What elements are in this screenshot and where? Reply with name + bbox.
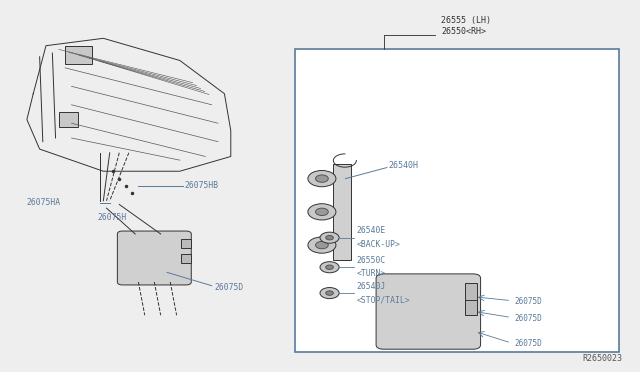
Text: 26540E: 26540E xyxy=(356,227,385,235)
Text: 26075H: 26075H xyxy=(97,213,126,222)
Text: 26075D: 26075D xyxy=(215,283,244,292)
Text: 26075D: 26075D xyxy=(515,297,542,306)
Text: 26550<RH>: 26550<RH> xyxy=(441,27,486,36)
FancyBboxPatch shape xyxy=(376,274,481,349)
Circle shape xyxy=(308,170,336,187)
Circle shape xyxy=(316,208,328,215)
FancyBboxPatch shape xyxy=(117,231,191,285)
Circle shape xyxy=(308,237,336,253)
Bar xyxy=(294,49,620,352)
Bar xyxy=(333,164,351,260)
Text: 26075HB: 26075HB xyxy=(184,182,218,190)
Bar xyxy=(465,283,477,302)
Text: <STOP/TAIL>: <STOP/TAIL> xyxy=(356,295,410,304)
Text: 26075HA: 26075HA xyxy=(27,198,61,207)
Bar xyxy=(65,46,92,64)
Circle shape xyxy=(320,262,339,273)
Circle shape xyxy=(326,265,333,269)
Bar xyxy=(465,300,477,315)
Circle shape xyxy=(308,204,336,220)
Text: 26540J: 26540J xyxy=(356,282,385,291)
Bar xyxy=(59,112,78,127)
Circle shape xyxy=(326,235,333,240)
Text: 26075D: 26075D xyxy=(515,339,542,348)
Bar xyxy=(181,239,191,248)
Circle shape xyxy=(320,232,339,243)
Circle shape xyxy=(320,288,339,299)
Text: 26555 (LH): 26555 (LH) xyxy=(441,16,491,25)
Text: 26550C: 26550C xyxy=(356,256,385,265)
Circle shape xyxy=(326,291,333,295)
Text: <BACK-UP>: <BACK-UP> xyxy=(356,240,400,249)
Text: R2650023: R2650023 xyxy=(582,354,623,363)
Circle shape xyxy=(316,175,328,182)
Circle shape xyxy=(316,241,328,249)
Text: <TURN>: <TURN> xyxy=(356,269,385,279)
Text: 26075D: 26075D xyxy=(515,314,542,323)
Text: 26540H: 26540H xyxy=(388,161,418,170)
Bar xyxy=(181,254,191,263)
